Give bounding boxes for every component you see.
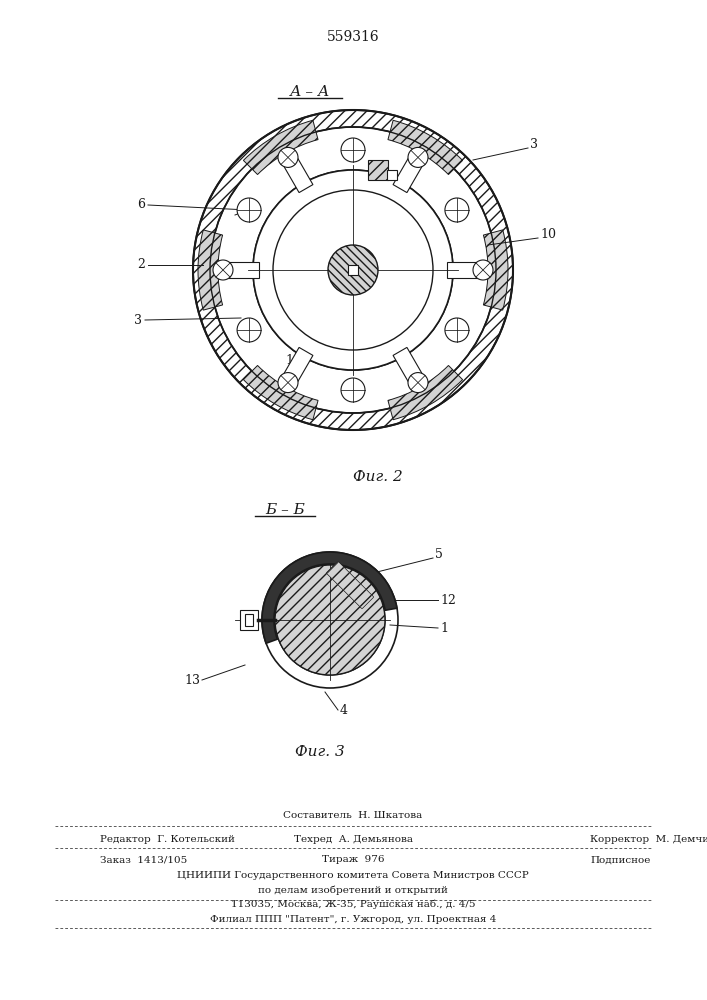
Text: 3: 3 (530, 138, 538, 151)
Bar (327, 562, 373, 608)
Wedge shape (198, 230, 223, 310)
Text: 559316: 559316 (327, 30, 380, 44)
Wedge shape (484, 230, 508, 310)
Circle shape (275, 565, 385, 675)
Bar (387, 170, 397, 180)
Text: 12: 12 (440, 593, 456, 606)
Bar (245, 614, 253, 626)
Wedge shape (243, 120, 318, 175)
Circle shape (273, 190, 433, 350)
Text: Составитель  Н. Шкатова: Составитель Н. Шкатова (284, 811, 423, 820)
Bar (227, 262, 259, 278)
Circle shape (341, 378, 365, 402)
Circle shape (253, 170, 453, 370)
Circle shape (445, 198, 469, 222)
Text: по делам изобретений и открытий: по делам изобретений и открытий (258, 885, 448, 895)
Text: 5: 5 (435, 548, 443, 562)
Text: Редактор  Г. Котельский: Редактор Г. Котельский (100, 836, 235, 844)
Text: 2: 2 (137, 258, 145, 271)
Bar (393, 157, 423, 193)
Text: 1: 1 (285, 354, 293, 366)
Text: ЦНИИПИ Государственного комитета Совета Министров СССР: ЦНИИПИ Государственного комитета Совета … (177, 871, 529, 880)
Circle shape (237, 198, 261, 222)
Wedge shape (388, 365, 462, 420)
Text: 13: 13 (184, 674, 200, 686)
Text: Подписное: Подписное (590, 856, 650, 864)
Circle shape (408, 373, 428, 393)
Bar (283, 347, 313, 383)
Text: 6: 6 (137, 198, 145, 212)
Circle shape (273, 190, 433, 350)
Circle shape (262, 552, 398, 688)
Text: 10: 10 (540, 229, 556, 241)
Circle shape (408, 147, 428, 167)
Text: 4: 4 (340, 704, 348, 716)
Bar (327, 562, 373, 608)
Text: А – А: А – А (290, 85, 330, 99)
Text: 1: 1 (440, 621, 448, 635)
Circle shape (273, 190, 433, 350)
Bar (393, 347, 423, 383)
Text: Б – Б: Б – Б (265, 503, 305, 517)
Wedge shape (388, 120, 462, 175)
Text: Филиал ППП "Патент", г. Ужгород, ул. Проектная 4: Филиал ППП "Патент", г. Ужгород, ул. Про… (210, 916, 496, 924)
Text: 3: 3 (134, 314, 142, 326)
Circle shape (213, 260, 233, 280)
Text: Фиг. 2: Фиг. 2 (353, 470, 403, 484)
Wedge shape (243, 365, 318, 420)
Text: 113035, Москва, Ж-35, Раушская наб., д. 4/5: 113035, Москва, Ж-35, Раушская наб., д. … (230, 899, 475, 909)
Bar (240, 610, 258, 630)
Text: Тираж  976: Тираж 976 (322, 856, 384, 864)
Bar (283, 157, 313, 193)
Wedge shape (193, 110, 513, 430)
Wedge shape (253, 170, 453, 370)
Bar (447, 262, 479, 278)
Circle shape (445, 318, 469, 342)
Circle shape (328, 245, 378, 295)
Text: Техред  А. Демьянова: Техред А. Демьянова (293, 836, 412, 844)
Wedge shape (262, 552, 397, 643)
Circle shape (278, 147, 298, 167)
Text: Заказ  1413/105: Заказ 1413/105 (100, 856, 187, 864)
Bar (348, 265, 358, 275)
Text: Корректор  М. Демчик: Корректор М. Демчик (590, 836, 707, 844)
Circle shape (237, 318, 261, 342)
Circle shape (473, 260, 493, 280)
Circle shape (275, 565, 385, 675)
Text: Фиг. 3: Фиг. 3 (295, 745, 345, 759)
Circle shape (278, 373, 298, 393)
Bar (368, 160, 388, 180)
Circle shape (341, 138, 365, 162)
